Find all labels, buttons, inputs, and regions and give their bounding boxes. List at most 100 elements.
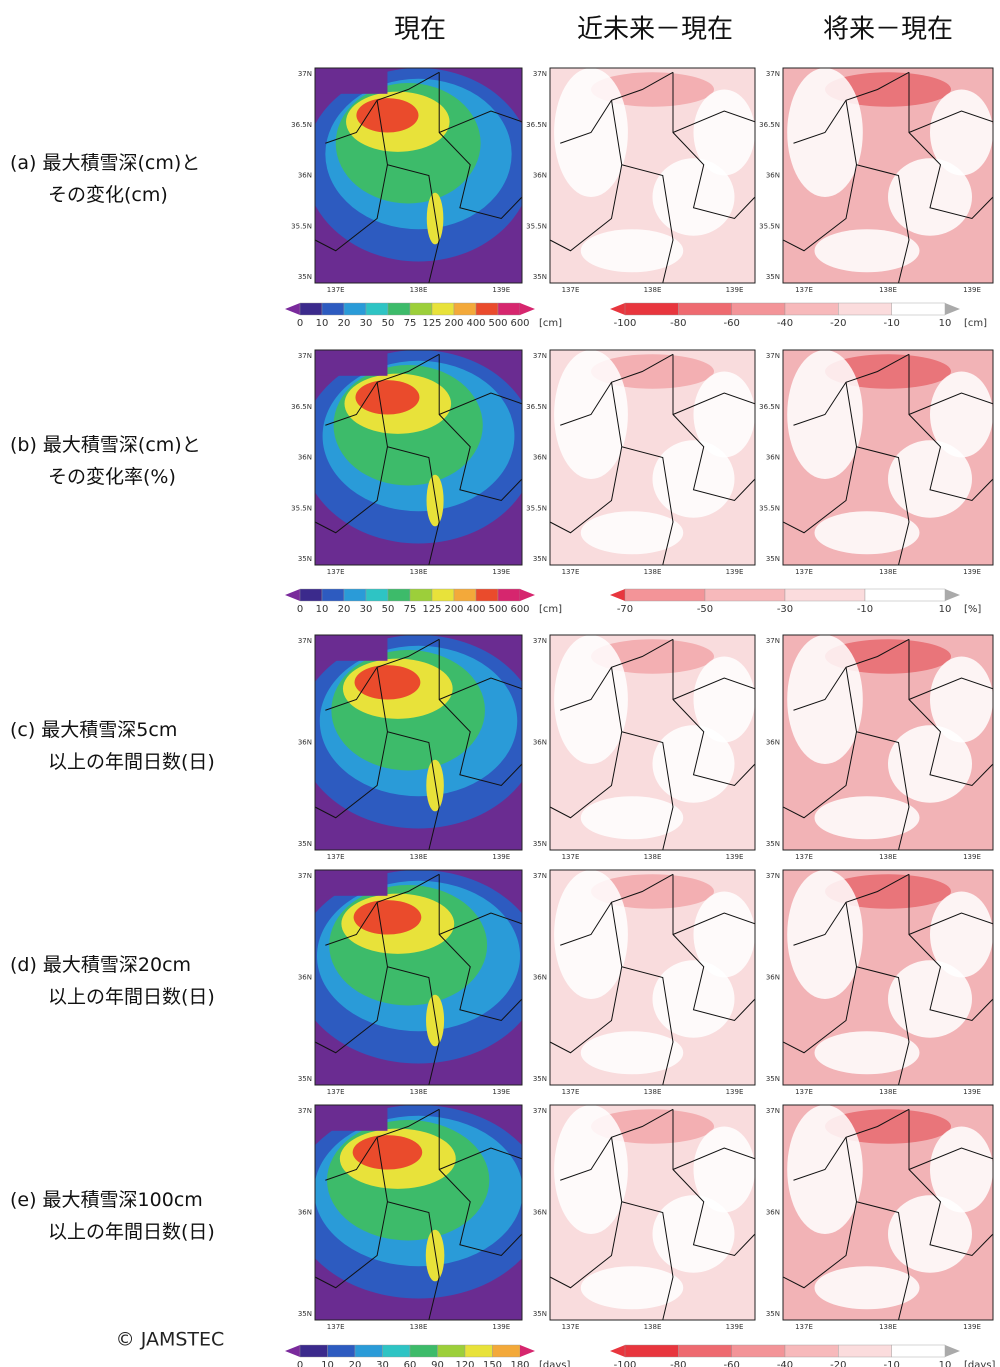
colorbar-label: 500 <box>488 604 507 615</box>
lon-label: 138E <box>879 568 897 576</box>
colorbar-segment <box>465 1345 493 1357</box>
lat-label: 36.5N <box>526 121 547 129</box>
lat-label: 37N <box>533 1107 547 1115</box>
map-field <box>694 657 756 743</box>
colorbar-segment <box>454 589 476 601</box>
colorbar-label: 30 <box>376 1360 389 1367</box>
colorbar-label: 60 <box>404 1360 417 1367</box>
colorbar-segment <box>732 1345 785 1357</box>
colorbar-label: -40 <box>777 1360 793 1367</box>
colorbar-label: -80 <box>670 318 686 329</box>
colorbar-segment <box>300 589 322 601</box>
colorbar-unit: [cm] <box>539 318 562 329</box>
lon-label: 138E <box>879 1323 897 1331</box>
lon-label: 139E <box>963 1088 981 1096</box>
map-field <box>315 870 387 896</box>
lat-label: 37N <box>766 1107 780 1115</box>
lon-label: 138E <box>410 1088 428 1096</box>
colorbar-label: 10 <box>939 604 952 615</box>
colorbar-label: 200 <box>444 604 463 615</box>
lat-label: 35N <box>298 840 312 848</box>
colorbar-arrow <box>520 303 535 315</box>
colorbar-segment <box>625 589 705 601</box>
colorbar-segment <box>344 303 366 315</box>
colorbar-arrow <box>520 1345 535 1357</box>
colorbar-label: 400 <box>466 318 485 329</box>
map-field <box>581 229 684 272</box>
lat-label: 36N <box>298 172 312 180</box>
colorbar-segment <box>476 589 498 601</box>
lat-label: 36N <box>533 172 547 180</box>
map <box>783 635 993 850</box>
lon-label: 139E <box>963 1323 981 1331</box>
lon-label: 137E <box>795 1088 813 1096</box>
lat-label: 37N <box>766 872 780 880</box>
lon-label: 139E <box>492 853 510 861</box>
colorbar-segment <box>732 303 785 315</box>
lon-label: 139E <box>492 568 510 576</box>
colorbar-segment <box>498 589 520 601</box>
lat-label: 35.5N <box>291 504 312 512</box>
map-field <box>354 900 422 934</box>
lat-label: 37N <box>298 1107 312 1115</box>
row-label: (e) 最大積雪深100cm <box>10 1189 203 1211</box>
map-field <box>356 98 418 132</box>
lat-label: 37N <box>533 637 547 645</box>
colorbar-segment <box>892 303 945 315</box>
lat-label: 35N <box>298 1310 312 1318</box>
colorbar-segment <box>785 303 838 315</box>
lon-label: 138E <box>879 1088 897 1096</box>
colorbar-segment <box>892 1345 945 1357</box>
lon-label: 139E <box>726 568 744 576</box>
colorbar-label: 0 <box>297 1360 303 1367</box>
colorbar-segment <box>432 589 454 601</box>
colorbar-segment <box>388 589 410 601</box>
colorbar-label: 10 <box>939 318 952 329</box>
lon-label: 139E <box>726 286 744 294</box>
lat-label: 35N <box>533 840 547 848</box>
colorbar-segment <box>432 303 454 315</box>
column-header: 近未来－現在 <box>577 15 733 45</box>
lat-label: 35.5N <box>759 504 780 512</box>
colorbar-label: -100 <box>614 318 637 329</box>
lon-label: 137E <box>562 1088 580 1096</box>
map <box>301 350 536 565</box>
colorbar-segment <box>328 1345 356 1357</box>
row-label: (a) 最大積雪深(cm)と <box>10 152 200 174</box>
row-label: (b) 最大積雪深(cm)と <box>10 434 201 456</box>
lat-label: 36N <box>533 739 547 747</box>
colorbar-label: 10 <box>321 1360 334 1367</box>
map-field <box>427 193 444 245</box>
map-field <box>427 475 444 527</box>
lon-label: 139E <box>726 1088 744 1096</box>
colorbar-label: -20 <box>830 318 846 329</box>
lon-label: 139E <box>492 1088 510 1096</box>
lat-label: 35N <box>533 273 547 281</box>
lon-label: 138E <box>410 568 428 576</box>
colorbar-unit: [days] <box>964 1360 996 1367</box>
map <box>550 1105 755 1320</box>
lat-label: 36N <box>533 1209 547 1217</box>
lon-label: 138E <box>644 853 662 861</box>
lat-label: 35.5N <box>291 222 312 230</box>
lat-label: 36N <box>766 1209 780 1217</box>
lat-label: 36.5N <box>526 403 547 411</box>
colorbar-label: 30 <box>360 318 373 329</box>
lat-label: 36.5N <box>291 121 312 129</box>
lat-label: 35.5N <box>526 504 547 512</box>
colorbar-segment <box>410 303 432 315</box>
map-field <box>426 760 444 812</box>
colorbar-unit: [days] <box>539 1360 571 1367</box>
lon-label: 139E <box>963 568 981 576</box>
map-field <box>581 796 684 839</box>
row-label: 以上の年間日数(日) <box>48 751 215 773</box>
map <box>291 1105 546 1320</box>
map-field <box>815 1266 920 1309</box>
colorbar-segment <box>410 589 432 601</box>
colorbar-segment <box>678 1345 731 1357</box>
map-field <box>694 90 756 176</box>
colorbar-segment <box>498 303 520 315</box>
row-label: 以上の年間日数(日) <box>48 1221 215 1243</box>
colorbar-segment <box>476 303 498 315</box>
colorbar-label: 20 <box>338 604 351 615</box>
